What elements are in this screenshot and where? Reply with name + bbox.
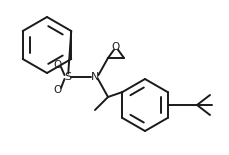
Text: O: O [54, 60, 62, 70]
Text: O: O [54, 85, 62, 95]
Text: O: O [111, 42, 120, 52]
Text: S: S [64, 72, 71, 82]
Text: N: N [90, 72, 99, 82]
